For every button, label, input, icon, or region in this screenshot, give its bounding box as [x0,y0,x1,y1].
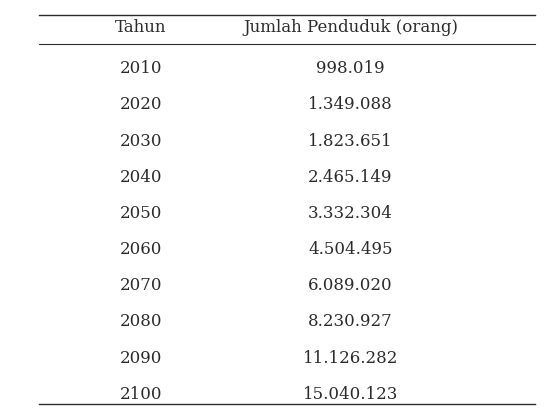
Text: 1.349.088: 1.349.088 [308,97,393,113]
Text: 8.230.927: 8.230.927 [308,314,393,330]
Text: 2090: 2090 [120,350,162,366]
Text: 2050: 2050 [120,205,162,222]
Text: Jumlah Penduduk (orang): Jumlah Penduduk (orang) [243,19,458,35]
Text: 2080: 2080 [120,314,162,330]
Text: 2040: 2040 [120,169,162,186]
Text: 2060: 2060 [120,241,162,258]
Text: 998.019: 998.019 [316,60,385,77]
Text: 2070: 2070 [120,277,162,294]
Text: 2020: 2020 [120,97,162,113]
Text: 6.089.020: 6.089.020 [308,277,393,294]
Text: 11.126.282: 11.126.282 [303,350,398,366]
Text: 2.465.149: 2.465.149 [308,169,393,186]
Text: 2010: 2010 [120,60,162,77]
Text: 2030: 2030 [120,133,162,149]
Text: Tahun: Tahun [115,19,167,35]
Text: 2100: 2100 [120,386,162,403]
Text: 1.823.651: 1.823.651 [308,133,393,149]
Text: 4.504.495: 4.504.495 [308,241,393,258]
Text: 15.040.123: 15.040.123 [303,386,398,403]
Text: 3.332.304: 3.332.304 [308,205,393,222]
